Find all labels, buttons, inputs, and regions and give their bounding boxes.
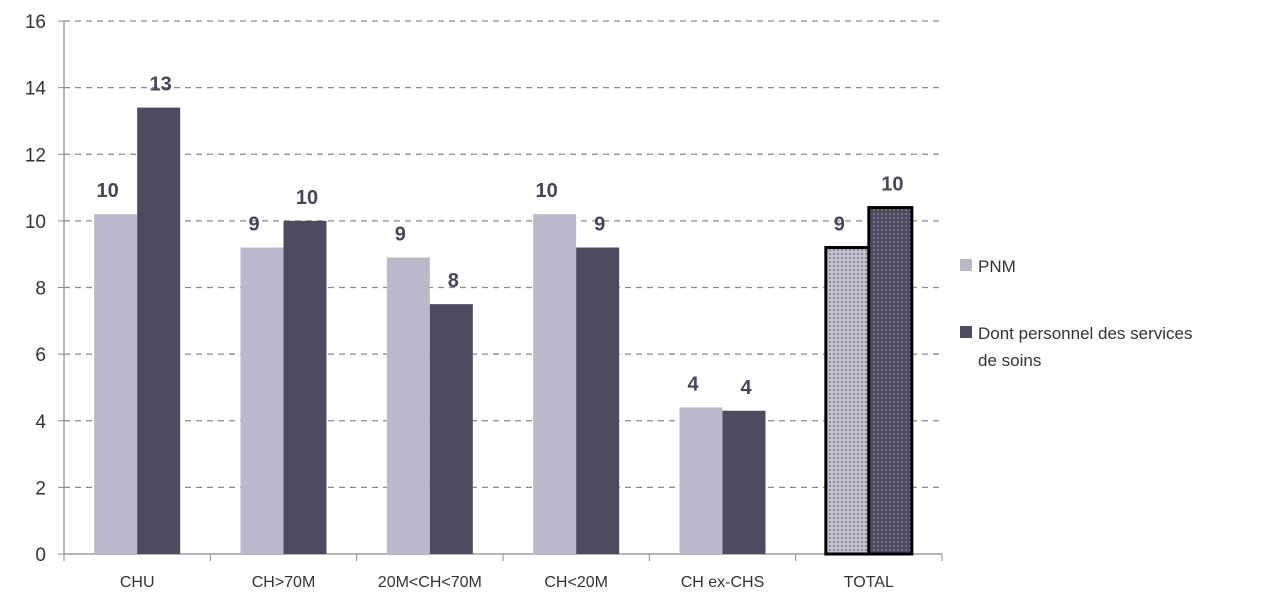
data-labels: 10 13 9 10 9 8 10 9 4 4 9 10: [97, 74, 904, 399]
data-label: 9: [594, 214, 605, 236]
axes: 0 2 4 6 8 10 12 14 16 CHU CH>70M 20M<CH<70M CH<20M CH…: [25, 12, 943, 591]
legend: PNM Dont personnel des services de soins: [960, 257, 1193, 370]
bar-soins-3: [576, 247, 620, 554]
legend-label: PNM: [978, 257, 1016, 276]
bar-pnm-3: [533, 214, 577, 554]
bars: [94, 107, 914, 556]
y-tick-label: 12: [25, 145, 46, 166]
legend-label: de soins: [978, 351, 1041, 370]
data-label: 8: [448, 270, 459, 292]
data-label: 10: [97, 180, 119, 202]
data-label: 9: [395, 224, 406, 246]
data-label: 10: [536, 180, 558, 202]
data-label: 4: [687, 373, 699, 395]
y-tick-label: 2: [35, 478, 46, 499]
data-label: 4: [740, 377, 752, 399]
x-tick-label: CH>70M: [252, 574, 316, 591]
data-label: 9: [248, 214, 259, 236]
gridlines: [64, 20, 942, 489]
bar-pnm-2: [386, 257, 430, 554]
legend-label: Dont personnel des services: [978, 324, 1193, 343]
y-tick-label: 14: [25, 79, 47, 100]
x-tick-label: TOTAL: [844, 574, 894, 591]
data-label: 10: [881, 174, 903, 196]
y-tick-label: 4: [35, 412, 46, 433]
bar-pnm-5: [824, 246, 871, 556]
x-tick-label: 20M<CH<70M: [378, 574, 482, 591]
bar-soins-1: [283, 220, 327, 554]
data-label: 13: [150, 74, 172, 96]
data-label: 9: [834, 214, 845, 236]
bar-pnm-4: [679, 407, 723, 554]
y-tick-label: 0: [35, 545, 46, 566]
legend-swatch: [960, 326, 972, 338]
bar-soins-2: [429, 304, 473, 554]
x-tick-label: CHU: [120, 574, 155, 591]
y-tick-label: 16: [25, 12, 46, 33]
x-tick-label: CH<20M: [544, 574, 608, 591]
bar-soins-5: [867, 206, 914, 556]
y-tick-label: 8: [35, 279, 46, 300]
bar-pnm-1: [240, 247, 284, 554]
y-tick-label: 6: [35, 345, 46, 366]
data-label: 10: [296, 187, 318, 209]
bar-pnm-0: [94, 214, 138, 554]
y-tick-label: 10: [25, 212, 46, 233]
bar-soins-0: [137, 107, 181, 555]
x-tick-label: CH ex-CHS: [681, 574, 765, 591]
bar-soins-4: [722, 410, 766, 554]
legend-swatch: [960, 259, 972, 271]
